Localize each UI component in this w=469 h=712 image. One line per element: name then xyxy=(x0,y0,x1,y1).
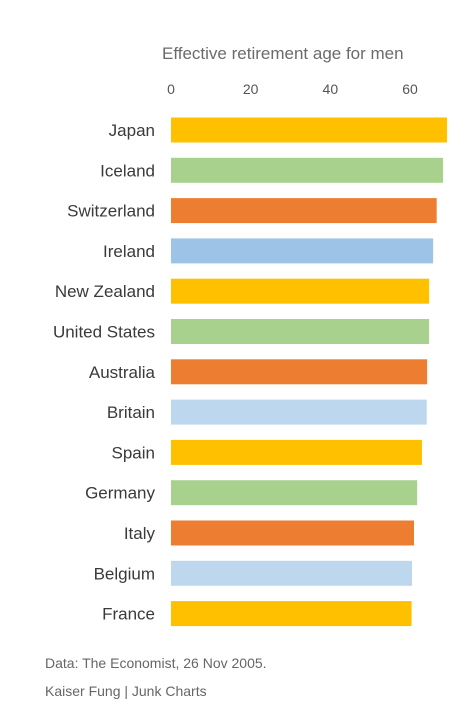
author-credit: Kaiser Fung | Junk Charts xyxy=(45,683,207,699)
bar xyxy=(171,157,444,183)
bar xyxy=(171,198,437,224)
bar xyxy=(171,117,448,143)
source-note: Data: The Economist, 26 Nov 2005. xyxy=(45,655,267,671)
bar xyxy=(171,601,412,627)
category-label: Italy xyxy=(124,524,156,543)
x-tick-label: 40 xyxy=(323,81,339,97)
bar xyxy=(171,520,414,546)
category-label: Spain xyxy=(112,443,155,462)
bar xyxy=(171,238,434,264)
x-axis-ticks: 0 20 40 60 xyxy=(167,81,418,97)
category-labels: Japan Iceland Switzerland Ireland New Zealan… xyxy=(53,121,156,624)
category-label: Germany xyxy=(85,484,155,503)
chart-title: Effective retirement age for men xyxy=(162,44,404,63)
category-label: New Zealand xyxy=(55,282,155,301)
bar xyxy=(171,399,427,425)
bar xyxy=(171,480,418,506)
bar xyxy=(171,439,422,465)
category-label: Belgium xyxy=(94,564,155,583)
category-label: France xyxy=(102,605,155,624)
category-label: Switzerland xyxy=(67,202,155,221)
category-label: Iceland xyxy=(100,161,155,180)
bar xyxy=(171,359,428,385)
category-label: Ireland xyxy=(103,242,155,261)
x-tick-label: 60 xyxy=(402,81,418,97)
category-label: Japan xyxy=(109,121,155,140)
category-label: United States xyxy=(53,323,155,342)
bar xyxy=(171,319,430,344)
category-label: Britain xyxy=(107,403,155,422)
bar xyxy=(171,278,430,304)
category-label: Australia xyxy=(89,363,156,382)
bars xyxy=(171,117,448,627)
bar xyxy=(171,560,412,586)
x-tick-label: 20 xyxy=(243,81,259,97)
x-tick-label: 0 xyxy=(167,81,175,97)
